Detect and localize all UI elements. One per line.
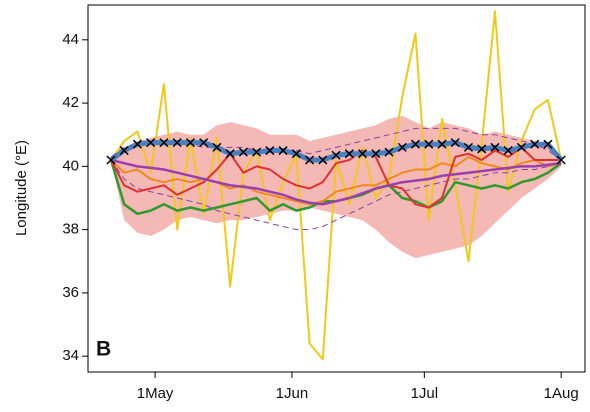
x-marker (410, 139, 421, 149)
x-marker (106, 155, 116, 165)
x-marker (503, 146, 513, 156)
series-line (110, 155, 562, 206)
x-marker (543, 139, 553, 149)
x-marker (119, 146, 129, 156)
x-marker (291, 149, 301, 159)
x-marker (424, 139, 434, 149)
y-axis-label: Longitude (°E) (13, 140, 30, 236)
x-tick-label: 1Jun (276, 385, 309, 402)
x-marker (437, 139, 447, 149)
plot-area (106, 10, 566, 361)
x-marker (331, 150, 341, 160)
series-line (110, 158, 562, 206)
x-marker (463, 142, 474, 152)
y-tick-label: 36 (62, 284, 79, 301)
x-marker (384, 147, 394, 157)
x-marker (397, 142, 407, 152)
x-marker (238, 147, 248, 157)
x-marker (318, 155, 328, 165)
y-tick-label: 42 (62, 94, 79, 111)
x-marker (477, 144, 487, 154)
x-marker (358, 149, 368, 159)
series-line (110, 10, 563, 361)
x-marker (212, 142, 222, 152)
x-marker (225, 149, 235, 159)
y-tick-label: 38 (62, 221, 79, 238)
x-tick-label: 1Jul (411, 385, 439, 402)
x-marker (199, 138, 209, 148)
x-marker (185, 138, 195, 148)
x-marker (490, 142, 500, 152)
x-marker (305, 155, 315, 165)
x-marker (344, 149, 354, 159)
y-tick-label: 34 (62, 347, 79, 364)
y-tick-label: 40 (62, 157, 79, 174)
x-marker (159, 138, 169, 148)
x-tick-label: 1Aug (544, 385, 579, 402)
x-marker (172, 138, 182, 148)
x-marker (556, 155, 566, 165)
x-marker (252, 147, 262, 157)
y-tick-label: 44 (62, 31, 79, 48)
x-marker (516, 142, 526, 152)
dashed-line (110, 159, 562, 231)
series-line (110, 146, 562, 209)
x-marker (450, 138, 460, 148)
x-marker (146, 138, 156, 148)
x-marker (371, 149, 381, 159)
x-marker (132, 139, 142, 149)
dashed-line (110, 127, 562, 161)
plot-frame (87, 4, 586, 373)
x-marker (265, 146, 275, 156)
x-tick-label: 1May (137, 385, 174, 402)
x-marker (530, 139, 540, 149)
x-marker (278, 146, 288, 156)
panel-label: B (96, 338, 111, 361)
